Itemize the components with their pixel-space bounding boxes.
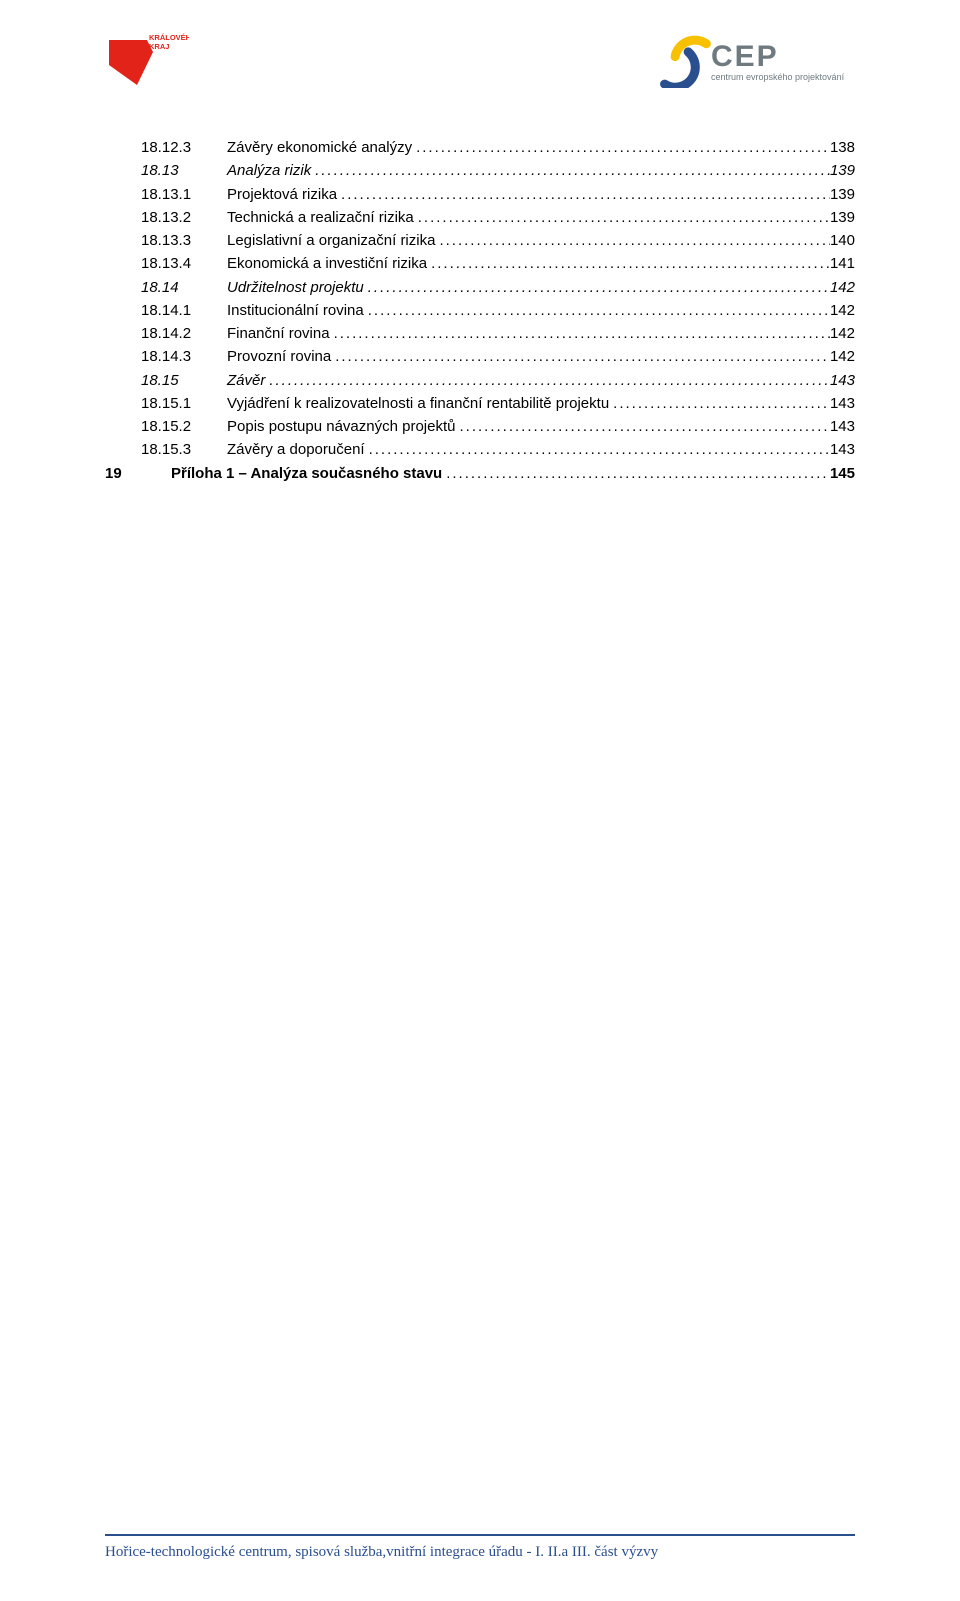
toc-page-number: 142 <box>830 276 855 299</box>
toc-row: 18.15.1Vyjádření k realizovatelnosti a f… <box>105 392 855 415</box>
footer-text: Hořice-technologické centrum, spisová sl… <box>105 1544 855 1561</box>
toc-label: Příloha 1 – Analýza současného stavu <box>165 462 442 485</box>
toc-number: 18.14.3 <box>105 345 221 368</box>
toc-label: Institucionální rovina <box>221 299 364 322</box>
toc-page-number: 143 <box>830 369 855 392</box>
toc-leader-dots <box>414 206 830 229</box>
toc-row: 18.13.1Projektová rizika 139 <box>105 183 855 206</box>
toc-leader-dots <box>455 415 829 438</box>
toc-number: 18.13.1 <box>105 183 221 206</box>
cep-logo: CEP centrum evropského projektování <box>655 30 855 88</box>
toc-leader-dots <box>442 462 830 485</box>
toc-number: 18.14 <box>105 276 221 299</box>
toc-leader-dots <box>365 438 830 461</box>
toc-leader-dots <box>427 252 830 275</box>
toc-row: 19Příloha 1 – Analýza současného stavu 14… <box>105 462 855 485</box>
toc-label: Závěr <box>221 369 265 392</box>
toc-number: 18.13.4 <box>105 252 221 275</box>
toc-leader-dots <box>364 299 830 322</box>
toc-number: 18.15.1 <box>105 392 221 415</box>
toc-row: 18.15.3Závěry a doporučení 143 <box>105 438 855 461</box>
toc-leader-dots <box>364 276 830 299</box>
toc-label: Analýza rizik <box>221 159 311 182</box>
toc-label: Legislativní a organizační rizika <box>221 229 435 252</box>
toc-row: 18.14Udržitelnost projektu 142 <box>105 276 855 299</box>
toc-row: 18.14.1Institucionální rovina 142 <box>105 299 855 322</box>
toc-page-number: 142 <box>830 322 855 345</box>
toc-row: 18.13.4Ekonomická a investiční rizika 141 <box>105 252 855 275</box>
toc-leader-dots <box>265 369 830 392</box>
cep-logo-sub: centrum evropského projektování <box>711 72 845 82</box>
toc-page-number: 138 <box>830 136 855 159</box>
toc-row: 18.12.3Závěry ekonomické analýzy 138 <box>105 136 855 159</box>
toc-leader-dots <box>331 345 830 368</box>
toc-row: 18.13.2Technická a realizační rizika 139 <box>105 206 855 229</box>
toc-label: Finanční rovina <box>221 322 330 345</box>
toc-row: 18.15Závěr 143 <box>105 369 855 392</box>
toc-page-number: 145 <box>830 462 855 485</box>
toc-page-number: 143 <box>830 415 855 438</box>
toc-label: Závěry ekonomické analýzy <box>221 136 412 159</box>
toc-number: 18.13.3 <box>105 229 221 252</box>
toc-number: 18.15 <box>105 369 221 392</box>
toc-leader-dots <box>412 136 830 159</box>
toc-leader-dots <box>337 183 830 206</box>
table-of-contents: 18.12.3Závěry ekonomické analýzy13818.13… <box>105 136 855 485</box>
toc-number: 18.14.1 <box>105 299 221 322</box>
toc-row: 18.13Analýza rizik 139 <box>105 159 855 182</box>
toc-page-number: 142 <box>830 345 855 368</box>
page-footer: Hořice-technologické centrum, spisová sl… <box>105 1534 855 1561</box>
toc-number: 18.15.2 <box>105 415 221 438</box>
toc-leader-dots <box>311 159 830 182</box>
toc-label: Popis postupu návazných projektů <box>221 415 455 438</box>
toc-label: Udržitelnost projektu <box>221 276 364 299</box>
khk-logo-text-2: KRAJ <box>149 42 169 51</box>
toc-label: Provozní rovina <box>221 345 331 368</box>
khk-logo-text-1: KRÁLOVÉHRADECKÝ <box>149 33 189 42</box>
toc-number: 18.14.2 <box>105 322 221 345</box>
toc-label: Ekonomická a investiční rizika <box>221 252 427 275</box>
toc-page-number: 143 <box>830 392 855 415</box>
toc-label: Závěry a doporučení <box>221 438 365 461</box>
toc-label: Projektová rizika <box>221 183 337 206</box>
toc-page-number: 140 <box>830 229 855 252</box>
toc-number: 18.15.3 <box>105 438 221 461</box>
toc-page-number: 141 <box>830 252 855 275</box>
toc-leader-dots <box>330 322 830 345</box>
toc-label: Vyjádření k realizovatelnosti a finanční… <box>221 392 609 415</box>
footer-divider <box>105 1534 855 1536</box>
page-header: KRÁLOVÉHRADECKÝ KRAJ CEP centrum evropsk… <box>105 30 855 96</box>
toc-row: 18.14.2Finanční rovina 142 <box>105 322 855 345</box>
khk-logo-shape <box>109 40 153 85</box>
toc-leader-dots <box>609 392 830 415</box>
toc-row: 18.14.3Provozní rovina 142 <box>105 345 855 368</box>
khk-logo: KRÁLOVÉHRADECKÝ KRAJ <box>105 30 189 96</box>
page: KRÁLOVÉHRADECKÝ KRAJ CEP centrum evropsk… <box>0 0 960 1601</box>
toc-row: 18.15.2Popis postupu návazných projektů 1… <box>105 415 855 438</box>
toc-page-number: 139 <box>830 183 855 206</box>
toc-number: 19 <box>105 462 165 485</box>
cep-logo-main: CEP <box>711 40 779 73</box>
toc-leader-dots <box>435 229 830 252</box>
toc-row: 18.13.3Legislativní a organizační rizika… <box>105 229 855 252</box>
toc-number: 18.13.2 <box>105 206 221 229</box>
toc-page-number: 139 <box>830 159 855 182</box>
toc-page-number: 142 <box>830 299 855 322</box>
toc-page-number: 139 <box>830 206 855 229</box>
toc-number: 18.12.3 <box>105 136 221 159</box>
toc-label: Technická a realizační rizika <box>221 206 414 229</box>
toc-number: 18.13 <box>105 159 221 182</box>
toc-page-number: 143 <box>830 438 855 461</box>
